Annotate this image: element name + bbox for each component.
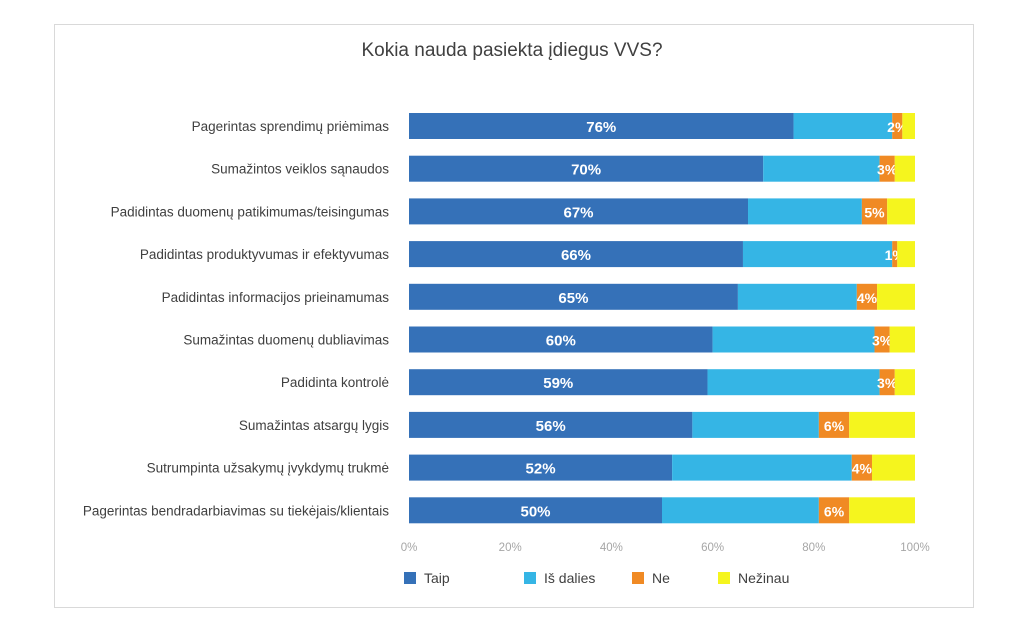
x-tick-label: 20% <box>499 542 522 554</box>
bar-segment-i-dalies <box>692 411 819 438</box>
bar-segment-ne-inau <box>887 198 915 225</box>
bar-segment-ne <box>892 241 898 268</box>
bar-segment-taip <box>409 241 743 268</box>
bar-segment-ne <box>818 497 850 524</box>
bar-segment-i-dalies <box>748 198 862 225</box>
data-label: 67% <box>563 204 593 221</box>
category-label: Sutrumpinta užsakymų įvykdymų trukmė <box>147 461 389 476</box>
bar-segment-taip <box>409 113 794 139</box>
data-label: 5% <box>864 204 885 220</box>
bar-segment-i-dalies <box>742 241 893 268</box>
data-label: 4% <box>857 290 878 306</box>
bar-segment-taip <box>409 411 693 438</box>
bar-segment-ne-inau <box>871 454 915 481</box>
category-label: Padidintas informacijos prieinamumas <box>162 290 390 305</box>
x-tick-label: 0% <box>401 542 418 554</box>
bar-segment-ne <box>874 326 890 353</box>
category-label: Pagerintas bendradarbiavimas su tiekėjai… <box>83 503 389 518</box>
data-label: 59% <box>543 375 573 392</box>
bar-segment-ne-inau <box>877 283 915 310</box>
category-label: Pagerintas sprendimų priėmimas <box>192 119 390 134</box>
legend-item-nezinau[interactable]: Nežinau <box>718 570 818 586</box>
legend-swatch <box>404 572 416 584</box>
bar-segment-ne-inau <box>897 241 915 268</box>
bar-segment-ne <box>861 198 888 225</box>
bar-segment-ne <box>818 411 850 438</box>
x-tick-label: 40% <box>600 542 623 554</box>
bar-segment-i-dalies <box>793 113 893 139</box>
legend-swatch <box>718 572 730 584</box>
chart-legend: Taip Iš dalies Ne Nežinau <box>404 570 818 586</box>
x-tick-label: 80% <box>802 542 825 554</box>
bar-segment-taip <box>409 155 764 182</box>
data-label: 56% <box>536 418 566 435</box>
category-label: Padidintas produktyvumas ir efektyvumas <box>140 247 389 262</box>
data-label: 6% <box>824 503 845 519</box>
bar-segment-taip <box>409 454 673 481</box>
data-label: 3% <box>877 375 898 391</box>
category-label: Sumažintos veiklos sąnaudos <box>211 162 389 177</box>
bar-segment-ne-inau <box>849 497 915 524</box>
legend-swatch <box>632 572 644 584</box>
bar-segment-ne-inau <box>902 113 915 139</box>
x-tick-label: 100% <box>900 542 929 554</box>
bar-segment-taip <box>409 497 662 524</box>
bar-segment-taip <box>409 283 738 310</box>
bar-segment-ne-inau <box>894 369 915 396</box>
bar-segment-ne <box>851 454 872 481</box>
data-label: 76% <box>586 119 616 136</box>
legend-label: Nežinau <box>738 570 790 586</box>
legend-label: Taip <box>424 570 450 586</box>
category-label: Sumažintas atsargų lygis <box>239 418 389 433</box>
bar-segment-i-dalies <box>662 497 819 524</box>
legend-item-taip[interactable]: Taip <box>404 570 524 586</box>
bar-segment-taip <box>409 369 708 396</box>
category-label: Padidintas duomenų patikimumas/teisingum… <box>111 204 390 219</box>
data-label: 4% <box>852 461 873 477</box>
data-label: 60% <box>546 333 576 350</box>
legend-label: Ne <box>652 570 670 586</box>
bar-segment-ne <box>892 113 903 139</box>
legend-swatch <box>524 572 536 584</box>
x-tick-label: 60% <box>701 542 724 554</box>
data-label: 52% <box>526 461 556 478</box>
data-label: 66% <box>561 247 591 264</box>
data-label: 70% <box>571 162 601 179</box>
bar-segment-i-dalies <box>712 326 875 353</box>
bar-segment-ne-inau <box>849 411 915 438</box>
data-label: 50% <box>520 503 550 520</box>
bar-segment-ne <box>879 155 895 182</box>
bar-segment-ne-inau <box>894 155 915 182</box>
category-label: Padidinta kontrolė <box>281 375 389 390</box>
category-label: Sumažintas duomenų dubliavimas <box>183 333 389 348</box>
bar-segment-ne <box>856 283 878 310</box>
bar-segment-ne <box>879 369 895 396</box>
chart-title: Kokia nauda pasiekta įdiegus VVS? <box>361 40 663 61</box>
legend-item-is-dalies[interactable]: Iš dalies <box>524 570 632 586</box>
legend-label: Iš dalies <box>544 570 596 586</box>
bar-segment-i-dalies <box>672 454 852 481</box>
bar-segment-i-dalies <box>737 283 857 310</box>
bar-segment-taip <box>409 198 749 225</box>
bar-segment-i-dalies <box>707 369 880 396</box>
data-label: 3% <box>877 162 898 178</box>
legend-item-ne[interactable]: Ne <box>632 570 718 586</box>
bar-segment-ne-inau <box>889 326 915 353</box>
data-label: 6% <box>824 418 845 434</box>
data-label: 65% <box>558 290 588 307</box>
bar-segment-i-dalies <box>763 155 880 182</box>
bar-segment-taip <box>409 326 713 353</box>
data-label: 3% <box>872 333 893 349</box>
